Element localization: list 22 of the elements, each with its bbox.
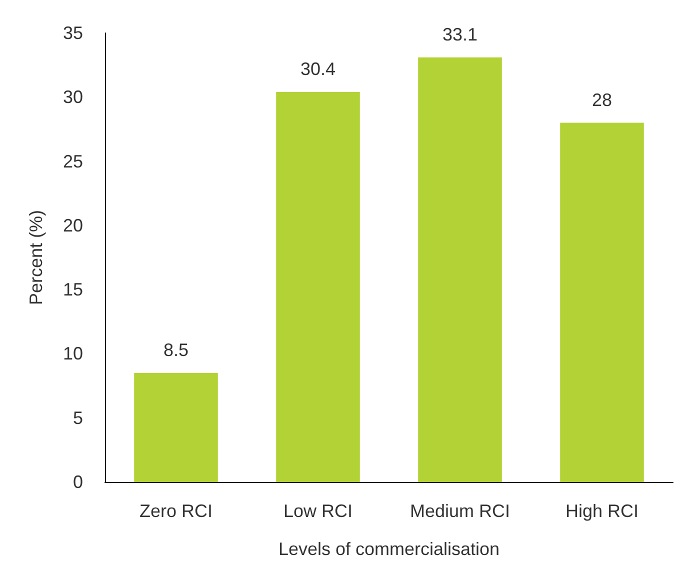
x-tick-label: Zero RCI xyxy=(139,501,213,521)
bar xyxy=(560,122,644,482)
x-tick-label: Low RCI xyxy=(283,501,353,521)
x-tick-label: High RCI xyxy=(565,501,639,521)
data-label: 8.5 xyxy=(163,340,189,360)
y-tick-label: 0 xyxy=(72,472,83,492)
y-tick-label: 35 xyxy=(62,23,83,43)
y-tick-label: 25 xyxy=(62,151,83,172)
y-tick-label: 30 xyxy=(62,87,83,108)
bar xyxy=(276,92,360,482)
y-tick-label: 20 xyxy=(62,215,83,236)
bar xyxy=(134,372,218,482)
data-label: 28 xyxy=(592,90,612,110)
y-axis-title: Percent (%) xyxy=(26,210,46,306)
data-label: 30.4 xyxy=(300,59,336,80)
bar xyxy=(418,57,502,482)
y-tick-label: 10 xyxy=(62,344,83,364)
x-tick-label: Medium RCI xyxy=(410,501,510,521)
data-label: 33.1 xyxy=(442,24,478,44)
y-tick-label: 15 xyxy=(62,280,83,300)
x-axis-title: Levels of commercialisation xyxy=(278,539,500,559)
y-tick-label: 5 xyxy=(72,408,83,428)
